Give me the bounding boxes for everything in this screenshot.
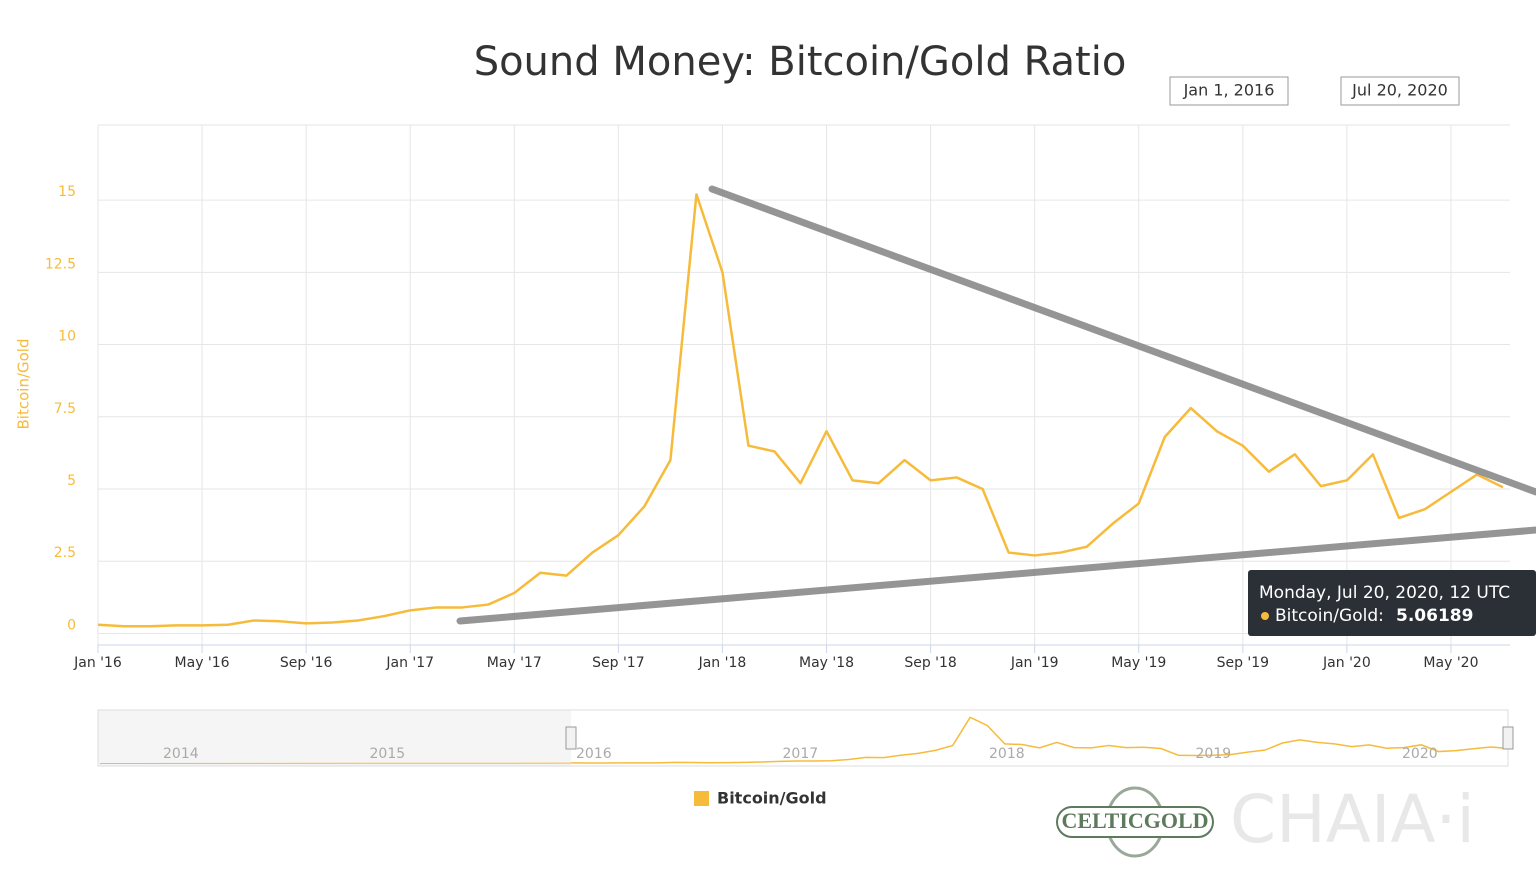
- y-tick-label: 7.5: [54, 401, 76, 417]
- navigator-label: 2017: [783, 746, 819, 762]
- x-tick-label: Jan '18: [698, 655, 747, 671]
- y-tick-label: 15: [58, 184, 76, 200]
- x-tick-label: Jan '20: [1322, 655, 1371, 671]
- range-from[interactable]: Jan 1, 2016: [1183, 81, 1275, 100]
- tooltip-value: 5.06189: [1396, 606, 1473, 626]
- x-tick-label: May '20: [1423, 655, 1478, 671]
- navigator-label: 2019: [1196, 746, 1232, 762]
- y-axis-label: Bitcoin/Gold: [15, 339, 33, 430]
- x-tick-label: Sep '18: [904, 655, 957, 671]
- navigator-label: 2014: [163, 746, 199, 762]
- logo-celticgold: CELTICGOLD: [1061, 808, 1208, 833]
- legend-label[interactable]: Bitcoin/Gold: [717, 789, 827, 808]
- x-tick-label: Jan '16: [73, 655, 122, 671]
- x-tick-label: May '16: [175, 655, 230, 671]
- chart-title: Sound Money: Bitcoin/Gold Ratio: [474, 39, 1127, 85]
- navigator-label: 2020: [1402, 746, 1438, 762]
- x-tick-label: Jan '17: [385, 655, 434, 671]
- tooltip-dot: [1261, 612, 1269, 620]
- x-tick-label: May '19: [1111, 655, 1166, 671]
- y-tick-label: 2.5: [54, 545, 76, 561]
- navigator-label: 2015: [370, 746, 406, 762]
- x-tick-label: Sep '19: [1217, 655, 1270, 671]
- x-tick-label: May '17: [487, 655, 542, 671]
- navigator-line: [571, 717, 1508, 763]
- range-to[interactable]: Jul 20, 2020: [1351, 81, 1448, 100]
- navigator-handle[interactable]: [1503, 727, 1513, 749]
- legend-swatch[interactable]: [694, 791, 709, 806]
- y-tick-label: 5: [67, 473, 76, 489]
- y-tick-label: 12.5: [45, 256, 76, 272]
- x-tick-label: Sep '16: [280, 655, 333, 671]
- x-tick-label: Sep '17: [592, 655, 645, 671]
- x-tick-label: Jan '19: [1010, 655, 1059, 671]
- logo-chaia: CHAIA·i: [1230, 781, 1475, 858]
- tooltip-label: Bitcoin/Gold:: [1275, 606, 1384, 626]
- y-tick-label: 10: [58, 329, 76, 345]
- x-tick-label: May '18: [799, 655, 854, 671]
- navigator-label: 2016: [576, 746, 612, 762]
- tooltip: [1248, 570, 1536, 636]
- navigator-label: 2018: [989, 746, 1025, 762]
- navigator-handle[interactable]: [566, 727, 576, 749]
- tooltip-header: Monday, Jul 20, 2020, 12 UTC: [1259, 583, 1510, 603]
- y-tick-label: 0: [67, 617, 76, 633]
